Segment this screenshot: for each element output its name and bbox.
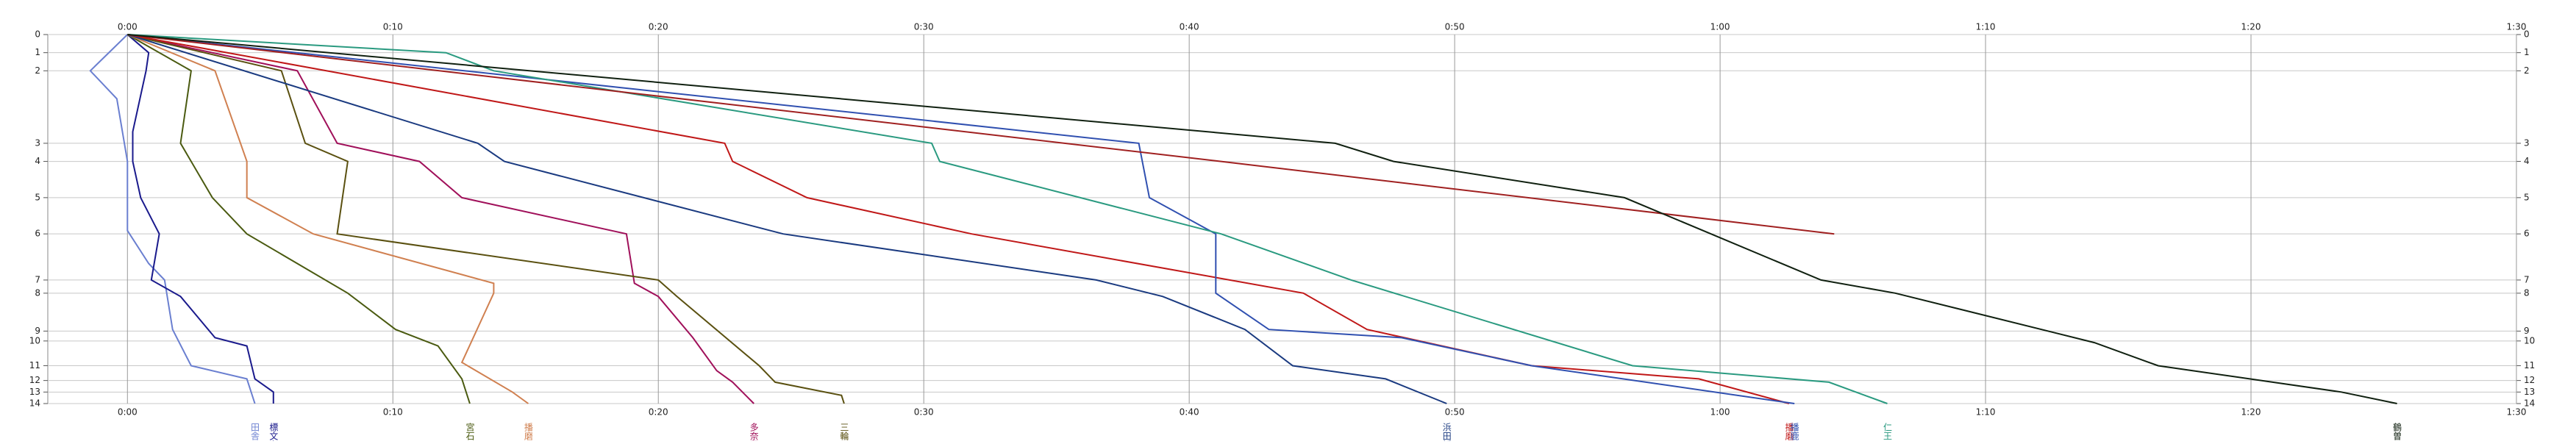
train-line [126, 34, 471, 404]
y-tick-label: 8 [2524, 287, 2530, 298]
y-tick-label: 14 [29, 398, 40, 409]
x-tick-label: 0:30 [914, 407, 934, 418]
x-tick-label: 1:00 [1710, 407, 1730, 418]
train-line [126, 34, 529, 404]
train-line [89, 34, 256, 404]
train-line [127, 34, 1790, 404]
y-tick-label: 13 [2524, 387, 2535, 397]
y-tick-label: 4 [2524, 156, 2530, 166]
train-label: 播磨 [1784, 423, 1794, 441]
x-tick-label: 0:40 [1180, 407, 1199, 418]
y-tick-label: 12 [29, 375, 40, 385]
y-tick-label: 1 [35, 47, 40, 57]
y-tick-label: 11 [29, 360, 40, 370]
train-label: 多奈閤 [749, 423, 759, 441]
train-line [127, 34, 1888, 404]
y-tick-label: 8 [35, 287, 40, 298]
y-tick-label: 10 [2524, 335, 2535, 345]
train-line [127, 34, 845, 404]
y-tick-label: 11 [2524, 360, 2535, 370]
x-tick-label: 0:30 [914, 22, 934, 32]
y-tick-label: 0 [2524, 29, 2530, 40]
y-tick-label: 1 [2524, 47, 2530, 57]
x-tick-label: 0:00 [118, 22, 138, 32]
x-tick-label: 0:20 [649, 22, 668, 32]
y-tick-label: 9 [35, 326, 40, 336]
train-line [126, 34, 274, 404]
y-tick-label: 0 [35, 29, 40, 40]
train-label: 鶴曽 [2392, 422, 2402, 441]
y-tick-label: 7 [2524, 274, 2530, 284]
train-line [127, 34, 1795, 404]
y-tick-label: 9 [2524, 326, 2530, 336]
x-tick-label: 1:10 [1976, 22, 1996, 32]
train-line [127, 34, 754, 404]
x-tick-label: 1:00 [1710, 22, 1730, 32]
x-tick-label: 0:20 [649, 407, 668, 418]
train-label: 仁王 [1883, 423, 1893, 440]
x-tick-label: 1:30 [2507, 407, 2527, 418]
train-label: 宮石 [465, 422, 475, 440]
train-label: 浜田幡 [1441, 423, 1452, 441]
train-line [127, 34, 1447, 404]
y-tick-label: 10 [29, 335, 40, 345]
y-tick-label: 6 [2524, 229, 2530, 239]
y-tick-label: 6 [35, 229, 40, 239]
y-tick-label: 4 [35, 156, 40, 166]
x-tick-label: 0:00 [118, 407, 138, 418]
train-label: 播鹿 [1789, 423, 1799, 440]
train-label: 播磨 [523, 423, 533, 441]
train-label: 標文奮 [268, 423, 279, 441]
y-tick-label: 3 [35, 137, 40, 148]
x-tick-label: 0:50 [1445, 407, 1465, 418]
y-tick-label: 14 [2524, 398, 2535, 409]
x-tick-label: 0:10 [383, 22, 403, 32]
y-tick-label: 7 [35, 274, 40, 284]
x-tick-label: 1:20 [2241, 22, 2261, 32]
y-tick-label: 5 [2524, 192, 2530, 202]
train-label: 三輪 [839, 423, 849, 440]
train-line [127, 34, 2397, 404]
x-tick-label: 1:10 [1976, 407, 1996, 418]
x-tick-label: 1:20 [2241, 407, 2261, 418]
y-tick-label: 3 [2524, 137, 2530, 148]
y-tick-label: 2 [35, 65, 40, 76]
x-tick-label: 0:10 [383, 407, 403, 418]
x-tick-label: 0:40 [1180, 22, 1199, 32]
y-tick-label: 12 [2524, 375, 2535, 385]
y-tick-label: 5 [35, 192, 40, 202]
train-label: 田舎 [250, 423, 260, 441]
x-tick-label: 1:30 [2507, 22, 2527, 32]
y-tick-label: 13 [29, 387, 40, 397]
y-tick-label: 2 [2524, 65, 2530, 76]
x-tick-label: 0:50 [1445, 22, 1465, 32]
train-line [127, 34, 1835, 235]
